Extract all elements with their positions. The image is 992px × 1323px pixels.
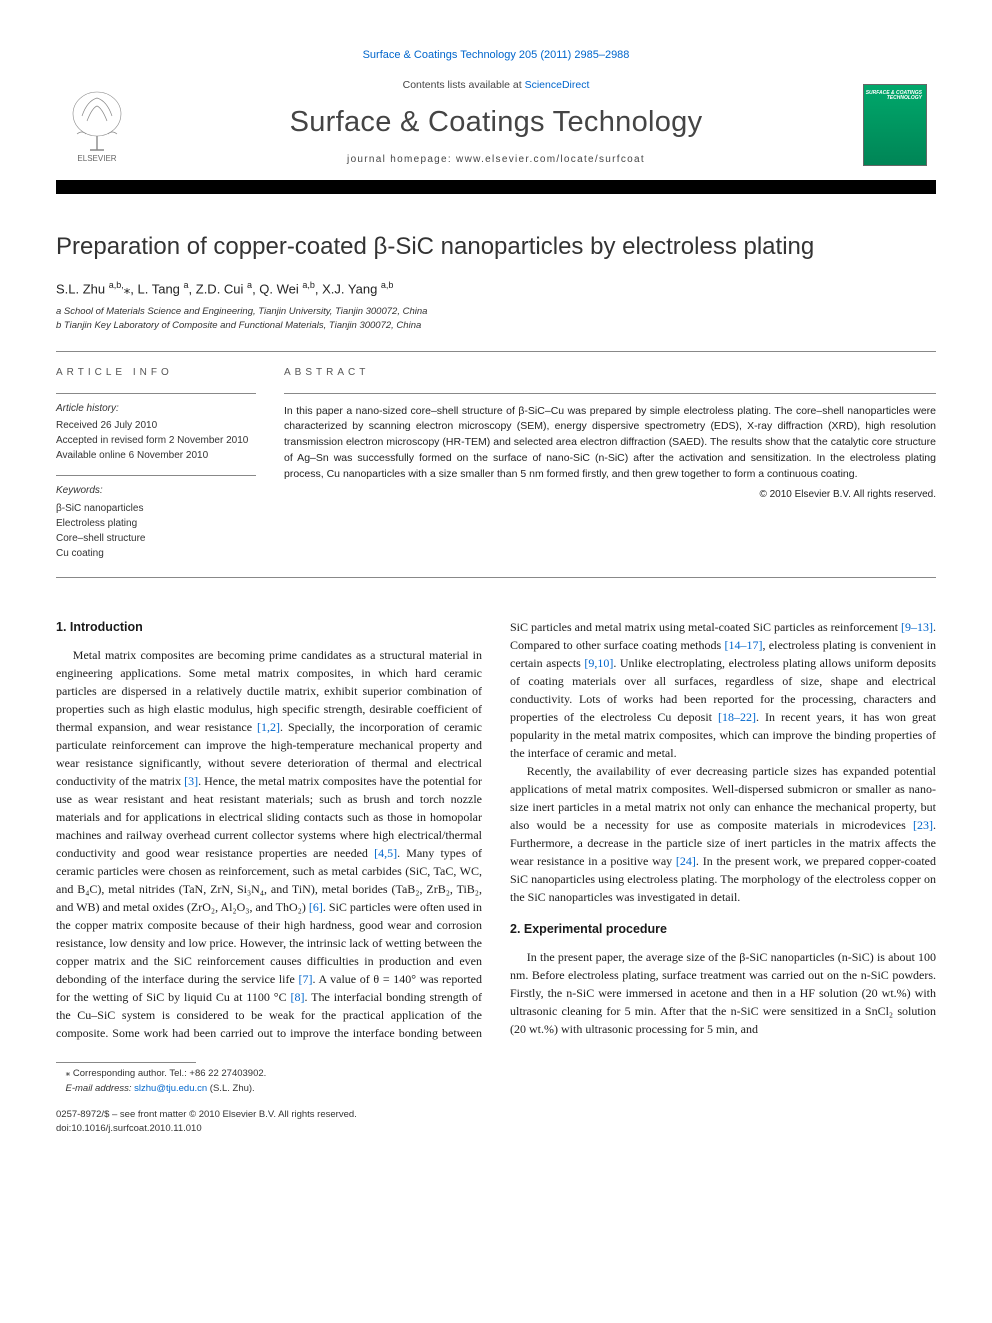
footnote-divider — [56, 1062, 196, 1063]
journal-citation-link[interactable]: Surface & Coatings Technology 205 (2011)… — [56, 48, 936, 64]
citation-link[interactable]: [9–13] — [901, 620, 933, 634]
article-footer: ⁎ Corresponding author. Tel.: +86 22 274… — [56, 1062, 936, 1136]
section-heading-intro: 1. Introduction — [56, 618, 482, 637]
keywords-heading: Keywords: — [56, 484, 256, 499]
publisher-logo: ELSEVIER — [56, 74, 138, 176]
citation-link[interactable]: [7] — [298, 972, 312, 986]
citation-link[interactable]: [3] — [184, 774, 198, 788]
body-paragraph: In the present paper, the average size o… — [510, 948, 936, 1038]
email-link[interactable]: slzhu@tju.edu.cn — [134, 1083, 207, 1094]
citation-link[interactable]: [24] — [676, 854, 696, 868]
citation-link[interactable]: [4,5] — [374, 846, 397, 860]
issn-line: 0257-8972/$ – see front matter © 2010 El… — [56, 1108, 936, 1122]
affiliation-a: a School of Materials Science and Engine… — [56, 305, 936, 319]
journal-cover: SURFACE & COATINGS TECHNOLOGY — [854, 74, 936, 176]
elsevier-tree-icon: ELSEVIER — [62, 86, 132, 164]
article-info-heading: ARTICLE INFO — [56, 366, 256, 381]
citation-link[interactable]: [8] — [290, 990, 304, 1004]
corresponding-author: ⁎ Corresponding author. Tel.: +86 22 274… — [56, 1067, 936, 1081]
citation-link[interactable]: [23] — [913, 818, 933, 832]
keywords-list: β-SiC nanoparticles Electroless plating … — [56, 501, 256, 561]
sciencedirect-link[interactable]: ScienceDirect — [525, 79, 590, 91]
citation-link[interactable]: [1,2] — [257, 720, 280, 734]
header-divider-bar — [56, 180, 936, 194]
citation-link[interactable]: [14–17] — [724, 638, 762, 652]
citation-link[interactable]: [6] — [309, 900, 323, 914]
article-history: Received 26 July 2010 Accepted in revise… — [56, 418, 256, 463]
section-heading-experimental: 2. Experimental procedure — [510, 920, 936, 939]
divider — [56, 577, 936, 578]
affiliations: a School of Materials Science and Engine… — [56, 305, 936, 334]
abstract-copyright: © 2010 Elsevier B.V. All rights reserved… — [284, 488, 936, 503]
article-title: Preparation of copper-coated β-SiC nanop… — [56, 230, 936, 265]
svg-text:ELSEVIER: ELSEVIER — [77, 154, 116, 163]
article-body: 1. Introduction Metal matrix composites … — [56, 618, 936, 1043]
cover-title-text: SURFACE & COATINGS TECHNOLOGY — [864, 91, 922, 102]
journal-title: Surface & Coatings Technology — [138, 101, 854, 143]
author-list: S.L. Zhu a,b,⁎, L. Tang a, Z.D. Cui a, Q… — [56, 279, 936, 299]
contents-available-line: Contents lists available at ScienceDirec… — [138, 78, 854, 93]
doi-line: doi:10.1016/j.surfcoat.2010.11.010 — [56, 1122, 936, 1136]
journal-header: ELSEVIER Contents lists available at Sci… — [56, 74, 936, 176]
journal-homepage: journal homepage: www.elsevier.com/locat… — [138, 153, 854, 168]
citation-link[interactable]: [9,10] — [584, 656, 613, 670]
contents-prefix: Contents lists available at — [403, 79, 525, 91]
history-heading: Article history: — [56, 402, 256, 417]
body-paragraph: Recently, the availability of ever decre… — [510, 762, 936, 906]
affiliation-b: b Tianjin Key Laboratory of Composite an… — [56, 319, 936, 333]
abstract-text: In this paper a nano-sized core–shell st… — [284, 404, 936, 483]
email-line: E-mail address: slzhu@tju.edu.cn (S.L. Z… — [56, 1082, 936, 1096]
abstract-heading: ABSTRACT — [284, 366, 936, 381]
citation-link[interactable]: [18–22] — [718, 710, 756, 724]
